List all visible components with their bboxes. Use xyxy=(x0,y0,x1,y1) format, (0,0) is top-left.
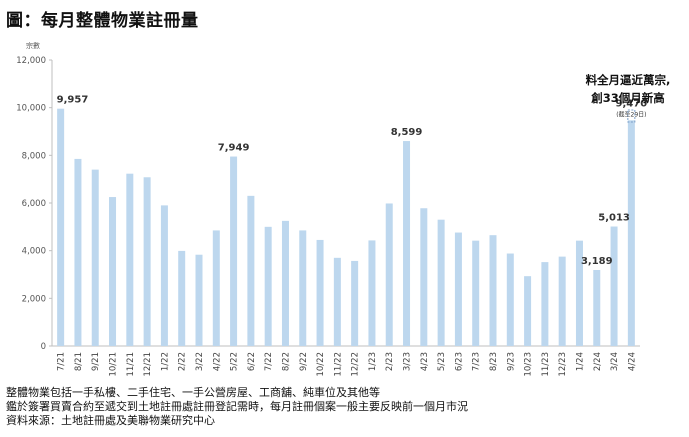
bar xyxy=(230,156,238,346)
x-tick-label: 7/21 xyxy=(57,352,67,371)
x-tick-label: 5/22 xyxy=(230,352,240,371)
footnotes: 整體物業包括一手私樓、二手住宅、一手公營房屋、工商舖、純車位及其他等 鑑於簽署買… xyxy=(6,386,468,428)
x-tick-label: 10/22 xyxy=(316,352,326,377)
x-tick-label: 11/23 xyxy=(541,352,551,377)
bar xyxy=(575,240,583,346)
x-tick-label: 12/22 xyxy=(351,352,361,377)
bar xyxy=(610,226,618,346)
bar xyxy=(385,203,393,346)
bar xyxy=(420,208,428,346)
bar xyxy=(541,262,549,346)
footnote-source: 資料來源：土地註冊處及美聯物業研究中心 xyxy=(6,414,215,427)
x-tick-label: 7/22 xyxy=(264,352,274,371)
annotation-line-1: 料全月逼近萬宗, xyxy=(585,73,671,87)
data-label: 3,189 xyxy=(581,256,613,267)
data-label: 7,949 xyxy=(218,143,250,154)
x-tick-label: 2/23 xyxy=(385,352,395,371)
x-tick-label: 3/24 xyxy=(610,352,620,371)
x-tick-label: 2/24 xyxy=(593,352,603,371)
x-tick-label: 1/23 xyxy=(368,352,378,371)
annotation-line-2: 創33個月新高 xyxy=(591,91,665,105)
y-tick-label: 8,000 xyxy=(22,151,46,161)
bar xyxy=(524,276,532,346)
y-tick-label: 6,000 xyxy=(22,199,46,209)
x-tick-label: 8/23 xyxy=(489,352,499,371)
y-tick-label: 10,000 xyxy=(16,104,46,114)
bar xyxy=(489,235,497,346)
bar xyxy=(178,250,186,346)
bar xyxy=(333,257,341,346)
bar xyxy=(299,230,307,346)
x-tick-label: 11/21 xyxy=(126,352,136,377)
page-title: 圖：每月整體物業註冊量 xyxy=(6,11,199,31)
bar xyxy=(472,240,480,346)
forecast-dashed-box xyxy=(627,109,636,123)
data-label: 8,599 xyxy=(391,127,423,138)
bar xyxy=(247,195,255,346)
bar xyxy=(109,197,117,346)
y-axis-unit-label: 宗數 xyxy=(26,42,40,50)
bar xyxy=(74,158,82,346)
x-tick-label: 9/23 xyxy=(506,352,516,371)
bar xyxy=(627,120,635,346)
footnote-method: 鑑於簽署買賣合約至遞交到土地註冊處註冊登記需時，每月註冊個案一般主要反映前一個月… xyxy=(6,400,468,413)
bar xyxy=(160,205,168,346)
bar xyxy=(57,108,65,346)
forecast-annotation: 料全月逼近萬宗, 創33個月新高 xyxy=(572,71,684,107)
bar xyxy=(316,239,324,346)
footnote-scope: 整體物業包括一手私樓、二手住宅、一手公營房屋、工商舖、純車位及其他等 xyxy=(6,386,380,399)
bar xyxy=(91,169,99,346)
bar-chart: 0 2,000 4,000 6,000 8,000 10,000 12,000 7/21 8/… xyxy=(16,56,648,377)
x-tick-label: 1/22 xyxy=(160,352,170,371)
x-tick-label: 12/21 xyxy=(143,352,153,377)
x-tick-label: 3/22 xyxy=(195,352,205,371)
data-label: 9,957 xyxy=(57,95,89,106)
x-tick-label: 10/21 xyxy=(109,352,119,377)
bar xyxy=(558,256,566,346)
y-tick-label: 4,000 xyxy=(22,247,46,257)
x-tick-label: 11/22 xyxy=(333,352,343,377)
x-tick-label: 4/22 xyxy=(212,352,222,371)
bar xyxy=(212,230,220,346)
last-bar-note: (截至29日) xyxy=(616,110,646,118)
bar xyxy=(506,253,514,346)
x-tick-label: 4/23 xyxy=(420,352,430,371)
x-tick-label: 12/23 xyxy=(558,352,568,377)
bar xyxy=(403,141,411,346)
x-tick-label: 9/21 xyxy=(91,352,101,371)
x-tick-label: 8/21 xyxy=(74,352,84,371)
bar xyxy=(143,177,151,346)
x-tick-label: 2/22 xyxy=(178,352,188,371)
x-tick-label: 7/23 xyxy=(472,352,482,371)
bar xyxy=(368,240,376,346)
y-tick-label: 12,000 xyxy=(16,56,46,66)
chart-labels: 7/21 8/21 9/21 10/21 11/21 12/21 1/22 2/22 3/22 4… xyxy=(57,95,648,377)
bar xyxy=(351,260,359,346)
bar xyxy=(454,232,462,346)
bar xyxy=(593,269,601,346)
x-tick-label: 9/22 xyxy=(299,352,309,371)
data-label: 5,013 xyxy=(598,213,630,224)
y-tick-label: 2,000 xyxy=(22,294,46,304)
chart-bars xyxy=(57,108,635,346)
x-tick-label: 1/24 xyxy=(575,352,585,371)
x-tick-label: 5/23 xyxy=(437,352,447,371)
bar xyxy=(437,219,445,346)
bar xyxy=(195,254,203,346)
x-tick-label: 6/23 xyxy=(454,352,464,371)
bar xyxy=(264,226,272,346)
y-tick-label: 0 xyxy=(41,342,46,352)
x-tick-label: 4/24 xyxy=(627,352,637,371)
bar xyxy=(126,173,134,346)
x-tick-label: 6/22 xyxy=(247,352,257,371)
data-label: 9,470 xyxy=(616,98,648,109)
x-tick-label: 3/23 xyxy=(403,352,413,371)
bar xyxy=(281,220,289,346)
x-tick-label: 8/22 xyxy=(281,352,291,371)
x-tick-label: 10/23 xyxy=(524,352,534,377)
